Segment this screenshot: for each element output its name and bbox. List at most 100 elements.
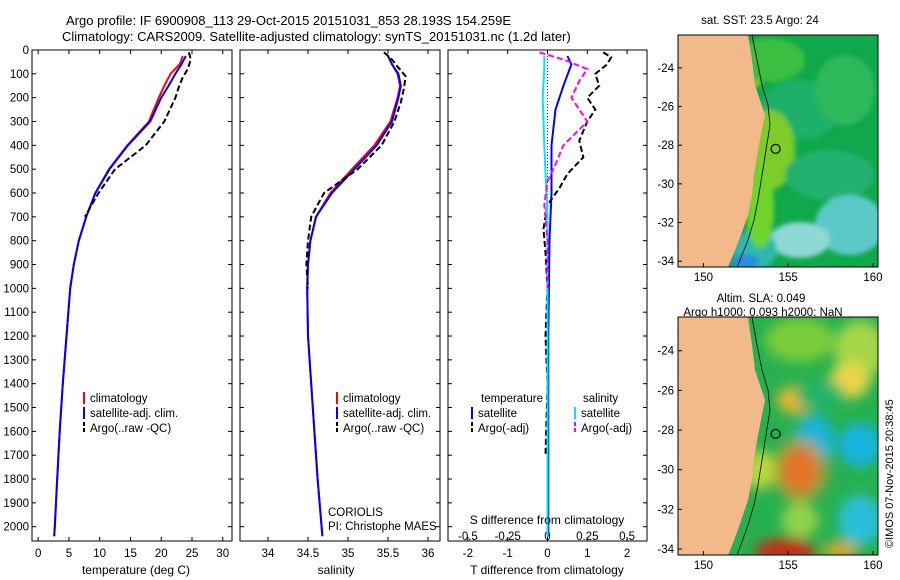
sla-patch (782, 502, 818, 538)
legend-label-climatology: climatology (90, 393, 148, 405)
y-tick-label: 1500 (3, 403, 29, 415)
sst-map-title: sat. SST: 23.5 Argo: 24 (701, 15, 819, 27)
x2-tick-label: 0.25 (576, 531, 598, 543)
legend-label-argo: Argo(..raw -QC) (343, 423, 424, 435)
sst-current-patch (746, 168, 774, 248)
x-tick-label: 25 (186, 548, 199, 560)
legend-label-satellite: satellite-adj. clim. (90, 408, 178, 420)
sla-map-axes: 150 155 160 -24 -26 -28 -30 -32 -34 (657, 316, 883, 572)
y-tick-label: 1700 (3, 450, 29, 462)
x-tick-label: 35 (342, 548, 355, 560)
map-y-tick-label: -32 (657, 504, 674, 516)
y-tick-label: 600 (10, 188, 29, 200)
x-tick-label: 1 (584, 548, 590, 560)
sst-patch (785, 150, 875, 200)
plot-frame (31, 49, 233, 542)
x-tick-label: 0 (35, 548, 41, 560)
salinity-legend: climatology satellite-adj. clim. Argo(..… (336, 392, 431, 435)
sst-cool-patch (815, 195, 878, 255)
map-y-tick-label: -34 (657, 544, 674, 556)
credit-pi: PI: Christophe MAES (328, 521, 437, 533)
map-x-tick-label: 160 (863, 560, 882, 572)
series-line-satellite-adj-clim (53, 55, 187, 537)
sla-patch (765, 318, 835, 362)
sst-argo-marker (770, 143, 781, 154)
series-line-temperature-satellite (547, 55, 573, 537)
map-frame (677, 316, 879, 556)
temperature-profile-panel: 0100200300400500600700800900100011001200… (3, 45, 233, 560)
sla-high-patch (755, 538, 815, 555)
series-line-argo-raw-qc (84, 52, 192, 218)
sst-map (678, 35, 878, 267)
map-y-tick-label: -34 (657, 256, 674, 268)
y-tick-label: 900 (10, 260, 29, 272)
s-difference-xlabel: S difference from climatology (470, 513, 625, 527)
sla-land-australia (678, 317, 765, 555)
sla-patch (795, 381, 845, 409)
y-tick-label: 1300 (3, 355, 29, 367)
y-tick-label: 1600 (3, 426, 29, 438)
y-tick-label: 400 (10, 140, 29, 152)
sst-land-australia (678, 35, 765, 267)
y-tick-label: 500 (10, 164, 29, 176)
map-x-tick-label: 160 (863, 272, 882, 284)
y-tick-label: 700 (10, 212, 29, 224)
legend-label-argo: Argo(..raw -QC) (90, 423, 171, 435)
y-tick-label: 1900 (3, 498, 29, 510)
map-y-tick-label: -24 (657, 346, 674, 358)
y-tick-label: 1100 (4, 307, 29, 319)
x2-tick-label: -0.5 (458, 531, 478, 543)
sla-high-patch (772, 438, 828, 502)
difference-profile-panel: -2 -1 0 1 2-0.5 -0.25 0 0.25 0.5 (447, 49, 648, 560)
map-y-tick-label: -30 (657, 179, 674, 191)
map-y-tick-label: -28 (657, 140, 674, 152)
temperature-xlabel: temperature (deg C) (82, 563, 190, 577)
header-title-line1: Argo profile: IF 6900908_113 29-Oct-2015… (66, 13, 511, 28)
x-tick-label: 20 (155, 548, 168, 560)
y-tick-label: 800 (10, 236, 29, 248)
legend-label-sal-satellite: satellite (581, 408, 620, 420)
x2-tick-label: 0.5 (619, 531, 635, 543)
x-tick-label: 34 (262, 548, 275, 560)
sla-argo-marker (770, 428, 781, 439)
legend-label-satellite: satellite-adj. clim. (343, 408, 431, 420)
plot-frame (239, 49, 441, 542)
map-x-tick-label: 150 (694, 272, 713, 284)
salinity-xlabel: salinity (318, 563, 355, 577)
sst-cold-patch (731, 254, 759, 267)
x-tick-label: 2 (624, 548, 630, 560)
header-title-line2: Climatology: CARS2009. Satellite-adjuste… (62, 29, 571, 44)
y-tick-label: 1800 (3, 474, 29, 486)
x-tick-label: 5 (66, 548, 72, 560)
sla-low-patch (838, 423, 878, 467)
x-tick-label: 30 (216, 548, 229, 560)
y-tick-label: 200 (10, 93, 29, 105)
map-x-tick-label: 150 (694, 560, 713, 572)
credit-agency: CORIOLIS (328, 507, 383, 519)
map-y-tick-label: -24 (657, 63, 674, 75)
imos-timestamp: ©IMOS 07-Nov-2015 20:38:45 (884, 399, 896, 548)
sst-map-axes: 150 155 160 -24 -26 -28 -30 -32 -34 (657, 34, 883, 284)
t-difference-xlabel: T difference from climatology (470, 563, 624, 577)
sla-map-title-line2: Argo h1000: 0.093 h2000: NaN (683, 307, 842, 319)
map-y-tick-label: -26 (657, 102, 674, 114)
legend-label-sal-argo: Argo(-adj) (581, 423, 632, 435)
map-x-tick-label: 155 (779, 560, 798, 572)
y-tick-label: 1200 (3, 331, 29, 343)
series-line-salinity-satellite (541, 56, 549, 537)
legend-label-temp-satellite: satellite (478, 408, 517, 420)
x-tick-label: 15 (124, 548, 137, 560)
y-tick-label: 1000 (3, 283, 29, 295)
y-tick-label: 100 (10, 69, 29, 81)
map-y-tick-label: -28 (657, 425, 674, 437)
x-tick-label: -2 (463, 548, 473, 560)
x-tick-label: 0 (544, 548, 550, 560)
legend-title-temperature: temperature (481, 393, 543, 405)
salinity-profile-panel: 34 34.5 35 35.5 36 (239, 49, 441, 560)
sst-cool-patch (770, 222, 830, 258)
x-tick-label: 36 (422, 548, 435, 560)
difference-legend-salinity: salinity satellite Argo(-adj) (574, 393, 632, 435)
map-frame (677, 34, 879, 268)
map-y-tick-label: -26 (657, 385, 674, 397)
